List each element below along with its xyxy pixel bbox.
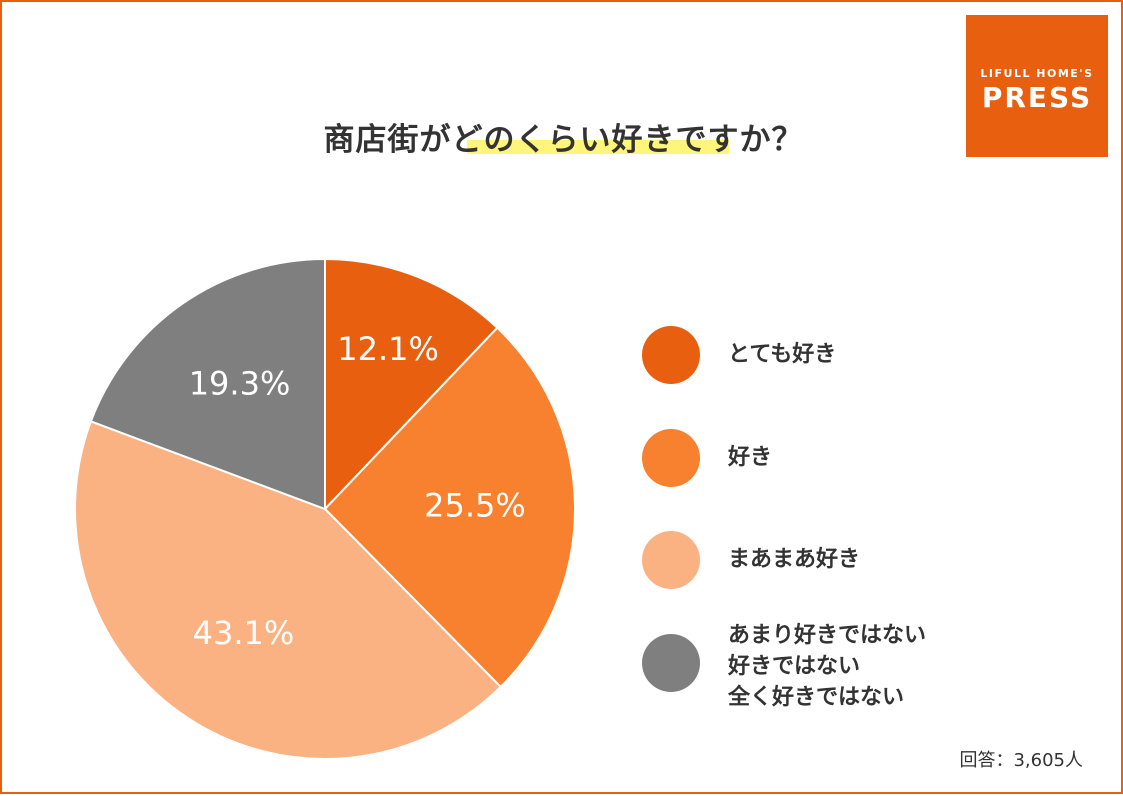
pie-slice-2	[74, 420, 503, 761]
title-container: 商店街がどのくらい好きですか？	[2, 114, 1123, 159]
legend-label: とても好き	[728, 342, 837, 367]
chart-title-text: 商店街がどのくらい好きですか？	[323, 122, 804, 158]
pie-slice-1	[323, 326, 576, 689]
legend-label-line3: 全く好きではない	[728, 685, 905, 710]
pie-slice-3	[89, 257, 326, 511]
legend-label-line1: あまり好きではない	[728, 623, 927, 648]
legend-label: 好き	[728, 445, 773, 470]
lifull-homes-press-logo: LIFULL HOME'S PRESS	[966, 15, 1108, 157]
chart-title: 商店街がどのくらい好きですか？	[324, 114, 804, 159]
pie-slice-0	[324, 257, 499, 512]
pie-data-label-0: 12.1%	[337, 330, 439, 368]
pie-data-label-2: 43.1%	[193, 614, 295, 652]
legend-label: まあまあ好き	[728, 547, 861, 572]
respondent-count: 回答：3,605人	[959, 750, 1083, 771]
legend-label-line2: 好きではない	[728, 654, 861, 679]
legend-swatch	[642, 531, 700, 589]
legend-swatch	[642, 326, 700, 384]
legend-swatch	[642, 634, 700, 692]
logo-line2: PRESS	[981, 81, 1093, 114]
logo-line1: LIFULL HOME'S	[980, 67, 1094, 80]
pie-data-label-3: 19.3%	[189, 365, 291, 403]
pie-data-label-1: 25.5%	[424, 487, 526, 525]
title-highlight	[466, 140, 729, 154]
legend-swatch	[642, 429, 700, 487]
